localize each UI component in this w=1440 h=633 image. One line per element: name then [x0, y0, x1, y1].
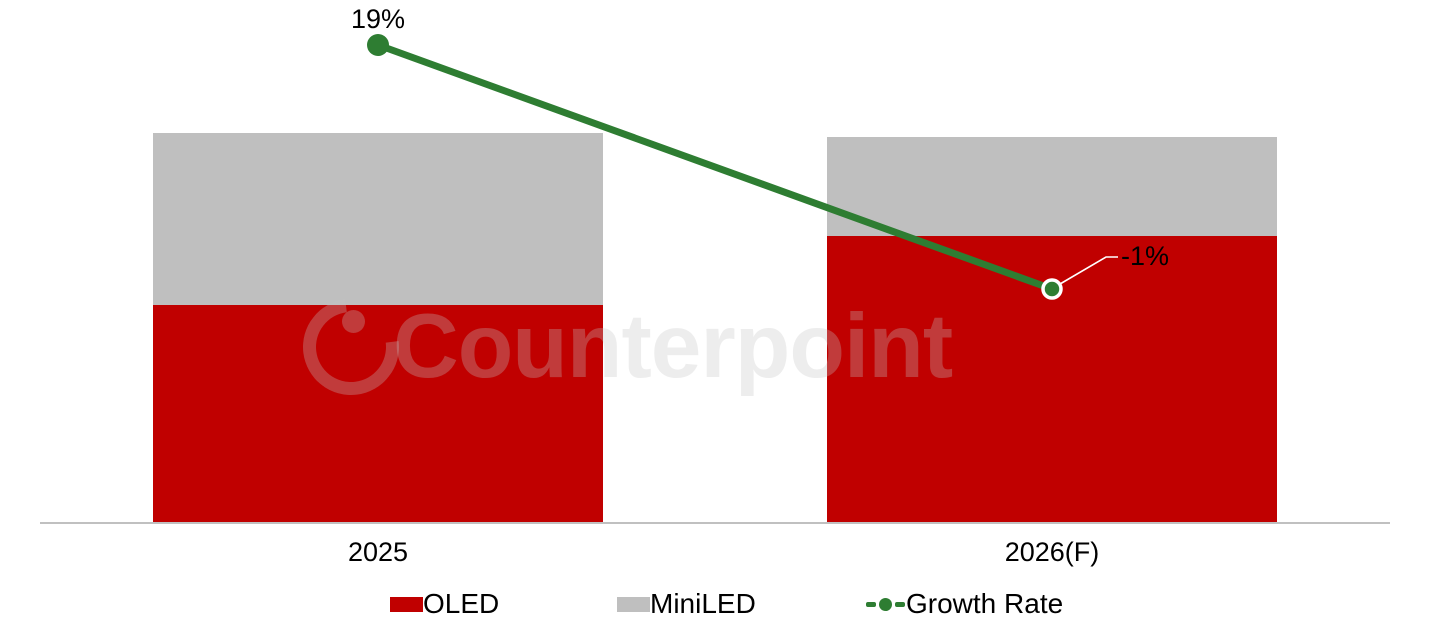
x-axis-line [40, 522, 1390, 524]
bar-2026f [827, 136, 1277, 523]
legend-label-miniled: MiniLED [650, 588, 756, 619]
legend-item-miniled: MiniLED [617, 588, 756, 620]
growth-label-2025: 19% [350, 4, 406, 34]
legend-item-growth-rate: Growth Rate [866, 588, 1063, 620]
x-axis-label-2026: 2026(F) [1004, 537, 1100, 567]
legend: OLED MiniLED Growth Rate [0, 588, 1440, 620]
legend-label-growth-rate: Growth Rate [906, 588, 1064, 619]
growth-label-2026: -1% [1121, 241, 1170, 271]
legend-label-oled: OLED [423, 588, 500, 619]
bar-2026f-oled-segment [827, 236, 1277, 523]
growth-rate-marker-icon [866, 597, 905, 611]
bar-2026f-miniled-segment [827, 136, 1277, 237]
bar-2025-oled-segment [153, 304, 603, 523]
growth-point-2025 [367, 34, 389, 56]
miniled-swatch-icon [617, 596, 650, 612]
bar-2025-miniled-segment [153, 133, 603, 305]
oled-swatch-icon [390, 596, 423, 612]
x-axis-label-2025: 2025 [347, 537, 409, 567]
bar-2025 [153, 133, 603, 523]
legend-item-oled: OLED [390, 588, 499, 620]
